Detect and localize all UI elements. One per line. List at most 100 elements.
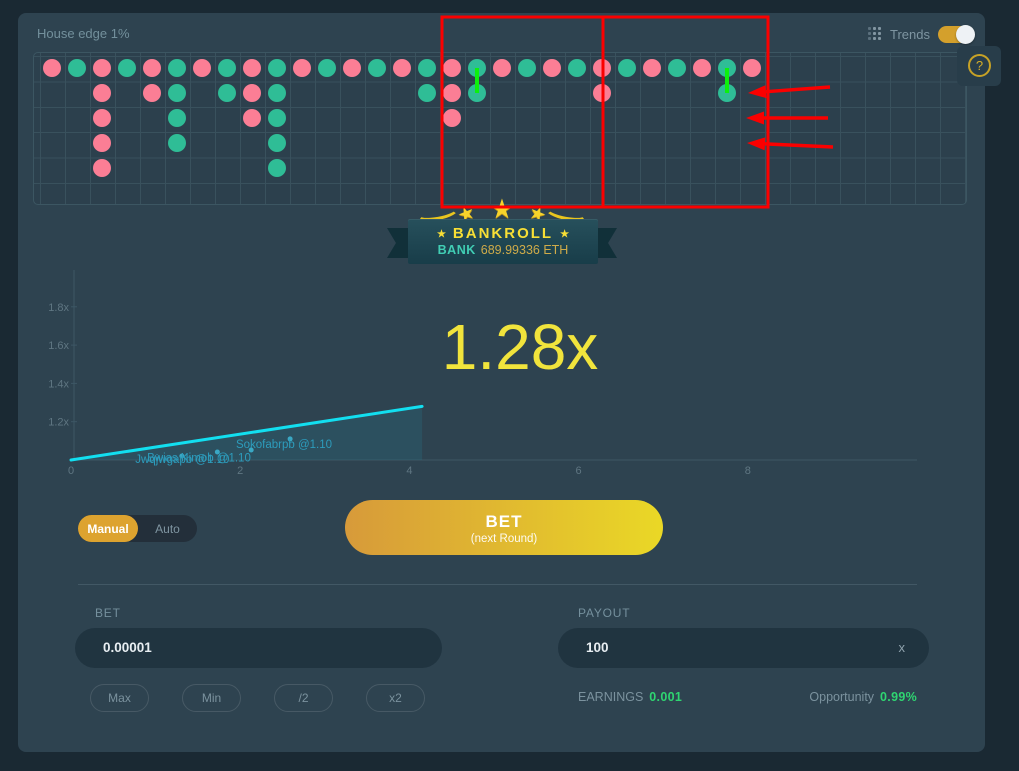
bet-label: BET (95, 606, 121, 620)
payout-label: PAYOUT (578, 606, 631, 620)
help-tab: ? (957, 46, 1001, 86)
trend-dot (92, 59, 111, 77)
payout-input[interactable]: 100 x (558, 628, 929, 668)
multiplier-chart: 1.2x 1.4x 1.6x 1.8x 0 2 4 6 8 Sokofabrpb @1.10 Bwi… (48, 270, 917, 477)
trend-dot (292, 59, 311, 77)
trend-dot (267, 159, 286, 177)
double-bet-button[interactable]: x2 (366, 684, 425, 712)
earnings: EARNINGS 0.001 (578, 690, 682, 704)
trend-dot (517, 59, 536, 77)
half-bet-button[interactable]: /2 (274, 684, 333, 712)
toggle-knob[interactable] (955, 24, 975, 44)
svg-text:0: 0 (68, 465, 74, 477)
bank-row: BANK 689.99336 ETH (408, 243, 598, 257)
player-bet-label: Sokofabrpb @1.10 (236, 439, 332, 451)
bet-button-label: BET (485, 511, 523, 531)
trend-dot (167, 109, 186, 127)
bank-value: 689.99336 ETH (480, 243, 569, 257)
bet-input-value: 0.00001 (103, 640, 152, 655)
trend-dot (92, 134, 111, 152)
trend-dot (92, 109, 111, 127)
mode-toggle: Manual Auto (78, 515, 197, 542)
trend-dot (417, 59, 436, 77)
trend-dot (542, 59, 561, 77)
section-divider (78, 584, 917, 585)
trend-dot (417, 84, 436, 102)
trend-dot (92, 159, 111, 177)
bank-label: BANK (437, 243, 476, 257)
bankroll-ribbon: ★ BANKROLL ★ BANK 689.99336 ETH (408, 219, 598, 264)
trend-dot (242, 59, 261, 77)
opportunity-value: 0.99% (880, 690, 917, 704)
earnings-label: EARNINGS (578, 690, 644, 704)
max-bet-button[interactable]: Max (90, 684, 149, 712)
trend-dot (42, 59, 61, 77)
trend-dot (267, 109, 286, 127)
bet-input[interactable]: 0.00001 (75, 628, 442, 668)
banner-title: BANKROLL (452, 225, 554, 242)
bet-button[interactable]: BET (next Round) (345, 500, 663, 555)
trend-dot (192, 59, 211, 77)
trend-dot (392, 59, 411, 77)
opportunity: Opportunity 0.99% (809, 690, 917, 704)
earnings-value: 0.001 (649, 690, 683, 704)
trend-dot (342, 59, 361, 77)
trends-label: Trends (890, 26, 930, 42)
trend-dot (317, 59, 336, 77)
star-icon: ★ (436, 229, 446, 240)
trend-dot (442, 59, 461, 77)
trend-dot (217, 59, 236, 77)
trend-dot (167, 59, 186, 77)
svg-text:6: 6 (576, 465, 582, 477)
trend-dot (717, 59, 736, 77)
svg-text:1.4x: 1.4x (48, 378, 69, 390)
svg-text:1.2x: 1.2x (48, 417, 69, 429)
trend-dot (92, 84, 111, 102)
svg-text:2: 2 (237, 465, 243, 477)
trend-dot (242, 109, 261, 127)
trend-dot (642, 59, 661, 77)
trend-dot (617, 59, 636, 77)
help-icon[interactable]: ? (968, 54, 991, 77)
player-bet-label: Bwias Kimob @1.10 (147, 453, 251, 465)
trend-dot (692, 59, 711, 77)
opportunity-label: Opportunity (809, 690, 875, 704)
trend-dot (442, 109, 461, 127)
current-multiplier: 1.28x (441, 311, 599, 383)
trend-dot (467, 84, 486, 102)
trends-toggle[interactable] (937, 24, 975, 44)
trend-dot (367, 59, 386, 77)
svg-text:1.6x: 1.6x (48, 340, 69, 352)
bet-quick-buttons: Max Min /2 x2 (90, 684, 425, 712)
bet-button-sublabel: (next Round) (470, 532, 538, 545)
trend-dot (217, 84, 236, 102)
trend-dot (567, 59, 586, 77)
min-bet-button[interactable]: Min (182, 684, 241, 712)
trends-grid-icon (868, 27, 882, 41)
svg-text:8: 8 (745, 465, 751, 477)
house-edge-label: House edge 1% (37, 26, 130, 41)
star-icon: ★ (560, 229, 570, 240)
trend-dot (492, 59, 511, 77)
manual-tab[interactable]: Manual (78, 515, 138, 542)
payout-suffix: x (898, 640, 906, 655)
payout-input-value: 100 (586, 640, 609, 655)
trend-dot (117, 59, 136, 77)
trend-dot (592, 59, 611, 77)
trend-dot (167, 84, 186, 102)
trend-dot (592, 84, 611, 102)
trend-dot (442, 84, 461, 102)
bankroll-banner: ★ ★ ★ ★ BANKROLL ★ BANK 689.99336 ETH (385, 194, 619, 268)
trend-dot (267, 59, 286, 77)
svg-text:1.8x: 1.8x (48, 302, 69, 314)
player-bet-label: Jwqjwgapb @1.10 (135, 454, 229, 466)
auto-tab[interactable]: Auto (138, 515, 197, 542)
trend-dot (67, 59, 86, 77)
trend-dot (717, 84, 736, 102)
trend-dot (167, 134, 186, 152)
trend-dot (742, 59, 761, 77)
trend-dot (667, 59, 686, 77)
trend-dot (267, 84, 286, 102)
trend-dot (142, 59, 161, 77)
